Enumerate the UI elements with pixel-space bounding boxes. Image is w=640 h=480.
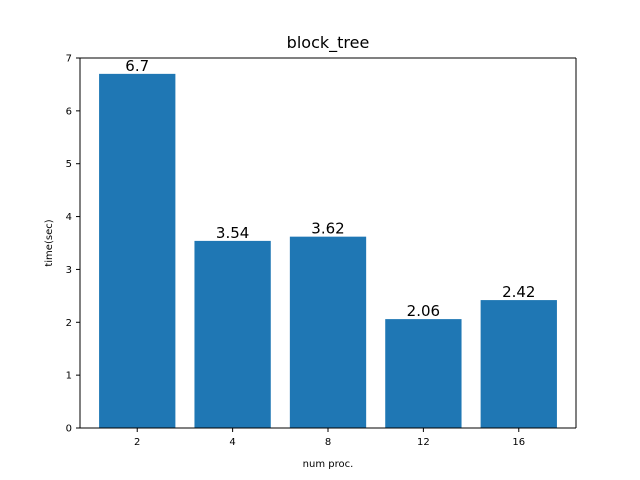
x-tick-label: 8 bbox=[325, 437, 331, 448]
y-tick-label: 0 bbox=[66, 424, 72, 435]
x-tick-label: 12 bbox=[417, 437, 430, 448]
y-tick-label: 3 bbox=[66, 265, 72, 276]
chart-title: block_tree bbox=[287, 33, 370, 53]
y-axis-label: time(sec) bbox=[44, 219, 55, 266]
y-tick-label: 4 bbox=[66, 212, 72, 223]
y-tick-label: 7 bbox=[66, 54, 72, 65]
y-tick-label: 5 bbox=[66, 159, 72, 170]
bar-16 bbox=[480, 300, 557, 428]
data-label-2: 6.7 bbox=[125, 57, 149, 75]
data-label-4: 3.54 bbox=[216, 224, 249, 242]
x-tick-label: 16 bbox=[512, 437, 525, 448]
bar-12 bbox=[385, 319, 462, 428]
data-label-8: 3.62 bbox=[311, 220, 344, 238]
data-label-16: 2.42 bbox=[502, 283, 535, 301]
x-axis-ticks: 2 4 8 12 16 bbox=[134, 428, 525, 448]
y-axis-ticks: 0 1 2 3 4 5 6 7 bbox=[66, 54, 80, 435]
x-tick-label: 4 bbox=[229, 437, 235, 448]
y-tick-label: 1 bbox=[66, 371, 72, 382]
data-label-12: 2.06 bbox=[407, 302, 440, 320]
data-labels-group: 6.7 3.54 3.62 2.06 2.42 bbox=[125, 57, 535, 320]
bar-4 bbox=[194, 240, 271, 428]
x-axis-label: num proc. bbox=[303, 459, 354, 470]
y-tick-label: 6 bbox=[66, 106, 72, 117]
bar-8 bbox=[289, 236, 367, 428]
bars-group bbox=[99, 73, 557, 429]
y-tick-label: 2 bbox=[66, 318, 72, 329]
x-tick-label: 2 bbox=[134, 437, 140, 448]
bar-2 bbox=[99, 73, 176, 429]
